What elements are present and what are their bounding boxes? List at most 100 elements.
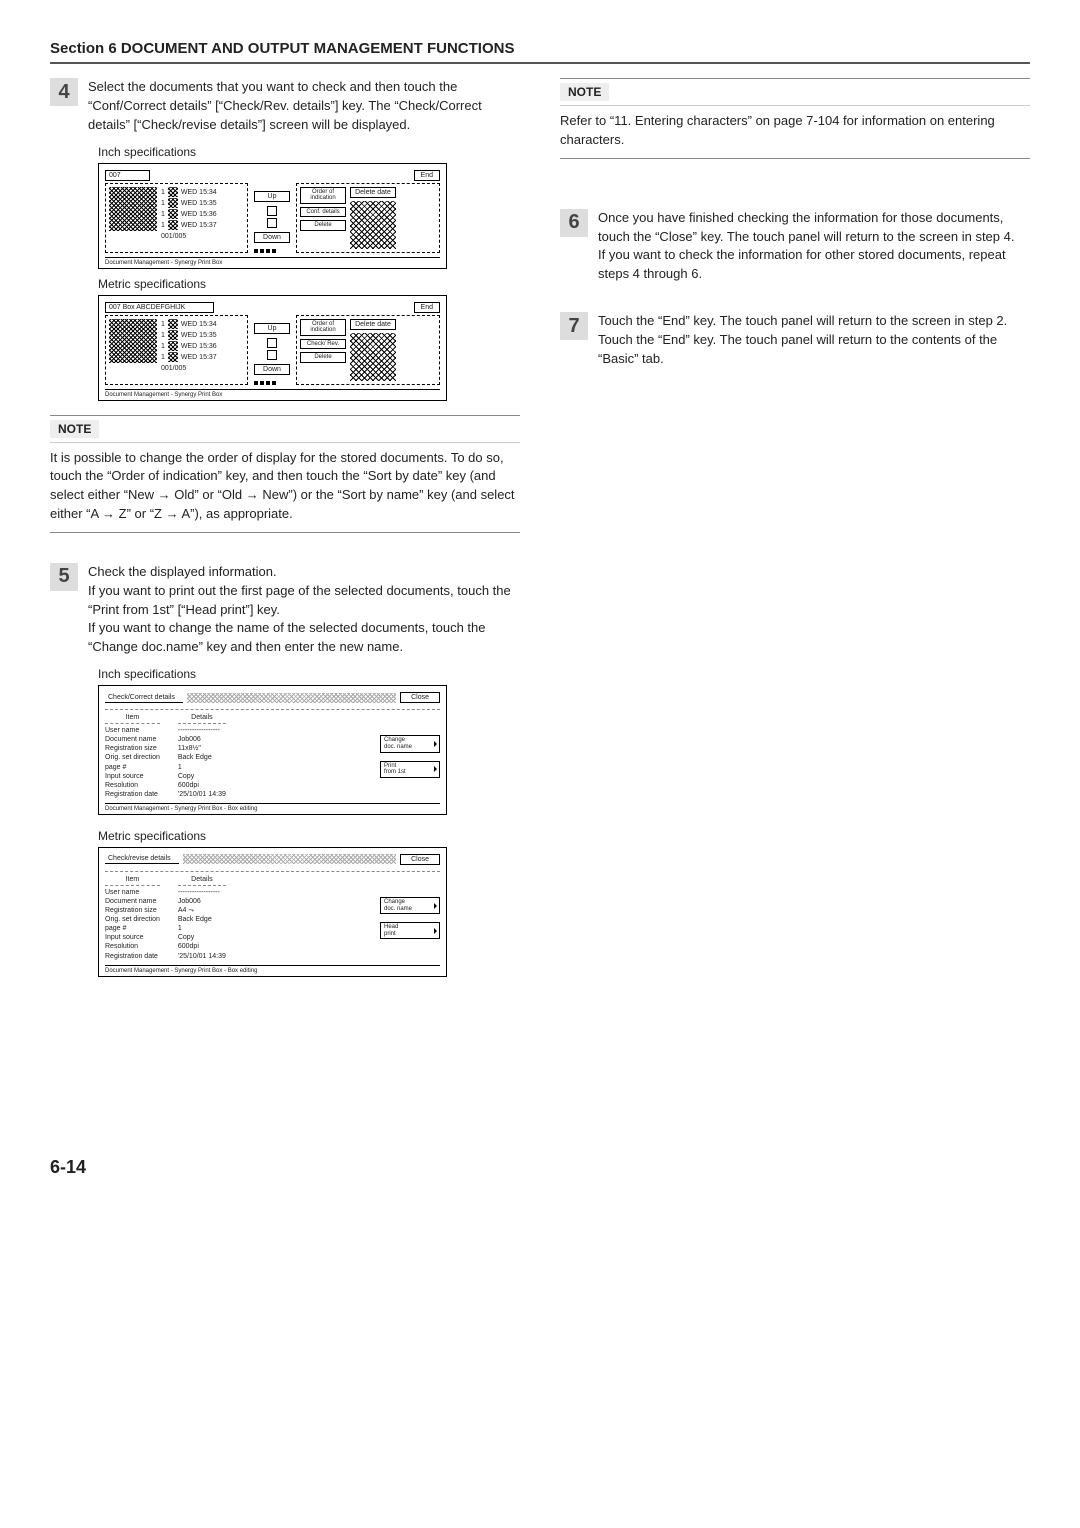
- item-label: User name: [105, 726, 160, 735]
- action-panel: Order of indication Check/ Rev. Delete D…: [296, 315, 440, 385]
- item-label: Registration date: [105, 790, 160, 799]
- list-row[interactable]: 1WED 15:34: [161, 319, 244, 330]
- breadcrumb: Document Management - Synergy Print Box …: [105, 965, 440, 974]
- item-value: A4 ⤳: [178, 906, 226, 915]
- action-panel: Order of indication Conf. details Delete…: [296, 183, 440, 253]
- note-body: It is possible to change the order of di…: [50, 449, 520, 533]
- item-header: Item: [105, 876, 160, 886]
- item-value: '25/10/01 14:39: [178, 790, 226, 799]
- item-label: Document name: [105, 735, 160, 744]
- document-list: 1WED 15:34 1WED 15:35 1WED 15:36 1WED 15…: [105, 315, 248, 385]
- dots-icon: [254, 381, 290, 385]
- step-number: 6: [560, 209, 588, 237]
- hatch-icon: [350, 333, 396, 381]
- checkbox-icon[interactable]: [267, 338, 277, 348]
- end-button[interactable]: End: [414, 170, 440, 181]
- box-title: 007: [105, 170, 150, 181]
- delete-button[interactable]: Delete: [300, 352, 346, 363]
- right-column: NOTE Refer to “11. Entering characters” …: [560, 78, 1030, 1178]
- item-label: Orig. set direction: [105, 753, 160, 762]
- inch-spec-caption: Inch specifications: [98, 145, 520, 159]
- item-label: page #: [105, 924, 160, 933]
- nav-buttons: Up Down: [254, 183, 290, 253]
- two-column-layout: 4 Select the documents that you want to …: [50, 78, 1030, 1178]
- step-4: 4 Select the documents that you want to …: [50, 78, 520, 135]
- checkbox-icon[interactable]: [267, 206, 277, 216]
- close-button[interactable]: Close: [400, 692, 440, 703]
- down-button[interactable]: Down: [254, 232, 290, 243]
- detail-diagram-inch: Check/Correct details Close Item User na…: [98, 685, 447, 815]
- head-print-button[interactable]: Head print: [380, 922, 440, 939]
- list-row[interactable]: 1WED 15:36: [161, 341, 244, 352]
- screen-diagram-metric-1: 007 Box ABCDEFGHIJK End 1WED 15:34 1WED …: [98, 295, 447, 401]
- document-list: 1WED 15:34 1WED 15:35 1WED 15:36 1WED 15…: [105, 183, 248, 253]
- close-button[interactable]: Close: [400, 854, 440, 865]
- hatch-icon: [183, 854, 396, 864]
- item-value: Copy: [178, 933, 226, 942]
- step-number: 7: [560, 312, 588, 340]
- detail-header: Details: [178, 876, 226, 886]
- note-label: NOTE: [560, 83, 609, 101]
- item-label: Input source: [105, 772, 160, 781]
- checkbox-icon[interactable]: [267, 350, 277, 360]
- up-button[interactable]: Up: [254, 191, 290, 202]
- check-rev-button[interactable]: Check/ Rev.: [300, 339, 346, 350]
- checkbox-icon[interactable]: [267, 218, 277, 228]
- list-row[interactable]: 1WED 15:35: [161, 198, 244, 209]
- item-value: 1: [178, 763, 226, 772]
- down-button[interactable]: Down: [254, 364, 290, 375]
- item-label: Document name: [105, 897, 160, 906]
- list-row[interactable]: 1WED 15:36: [161, 209, 244, 220]
- note-box: NOTE Refer to “11. Entering characters” …: [560, 78, 1030, 159]
- hatch-icon: [109, 187, 157, 231]
- page-number: 6-14: [50, 1157, 520, 1178]
- item-label: Orig. set direction: [105, 915, 160, 924]
- delete-date-button[interactable]: Delete date: [350, 319, 396, 330]
- breadcrumb: Document Management - Synergy Print Box: [105, 257, 440, 266]
- section-header: Section 6 DOCUMENT AND OUTPUT MANAGEMENT…: [50, 40, 1030, 64]
- item-value: 11x8½": [178, 744, 226, 753]
- item-label: Registration size: [105, 744, 160, 753]
- step-text: Once you have finished checking the info…: [598, 209, 1030, 284]
- item-value: Job006: [178, 735, 226, 744]
- step-6: 6 Once you have finished checking the in…: [560, 209, 1030, 284]
- end-button[interactable]: End: [414, 302, 440, 313]
- item-value: Back Edge: [178, 753, 226, 762]
- step-text: Check the displayed information. If you …: [88, 563, 520, 657]
- left-column: 4 Select the documents that you want to …: [50, 78, 520, 1178]
- order-button[interactable]: Order of indication: [300, 319, 346, 336]
- box-title: 007 Box ABCDEFGHIJK: [105, 302, 214, 313]
- item-value: Job006: [178, 897, 226, 906]
- conf-details-button[interactable]: Conf. details: [300, 207, 346, 218]
- note-box: NOTE It is possible to change the order …: [50, 415, 520, 533]
- order-button[interactable]: Order of indication: [300, 187, 346, 204]
- item-label: Registration date: [105, 952, 160, 961]
- change-doc-name-button[interactable]: Change doc. name: [380, 897, 440, 914]
- list-row[interactable]: 1WED 15:34: [161, 187, 244, 198]
- item-value: '25/10/01 14:39: [178, 952, 226, 961]
- breadcrumb: Document Management - Synergy Print Box …: [105, 803, 440, 812]
- print-from-1st-button[interactable]: Print from 1st: [380, 761, 440, 778]
- screen-title: Check/Correct details: [105, 693, 183, 703]
- list-row[interactable]: 1WED 15:37: [161, 352, 244, 363]
- note-body: Refer to “11. Entering characters” on pa…: [560, 112, 1030, 159]
- list-row[interactable]: 1WED 15:37: [161, 220, 244, 231]
- step-7: 7 Touch the “End” key. The touch panel w…: [560, 312, 1030, 369]
- delete-date-button[interactable]: Delete date: [350, 187, 396, 198]
- delete-button[interactable]: Delete: [300, 220, 346, 231]
- item-value: 600dpi: [178, 781, 226, 790]
- screen-diagram-inch-1: 007 End 1WED 15:34 1WED 15:35 1WED 15:36…: [98, 163, 447, 269]
- up-button[interactable]: Up: [254, 323, 290, 334]
- step-5: 5 Check the displayed information. If yo…: [50, 563, 520, 657]
- item-label: Registration size: [105, 906, 160, 915]
- step-number: 4: [50, 78, 78, 106]
- change-doc-name-button[interactable]: Change doc. name: [380, 735, 440, 752]
- item-label: User name: [105, 888, 160, 897]
- detail-diagram-metric: Check/revise details Close Item User nam…: [98, 847, 447, 977]
- note-label: NOTE: [50, 420, 99, 438]
- breadcrumb: Document Management - Synergy Print Box: [105, 389, 440, 398]
- list-row[interactable]: 1WED 15:35: [161, 330, 244, 341]
- hatch-icon: [350, 201, 396, 249]
- page-counter: 001/005: [161, 233, 244, 240]
- hatch-icon: [187, 693, 396, 703]
